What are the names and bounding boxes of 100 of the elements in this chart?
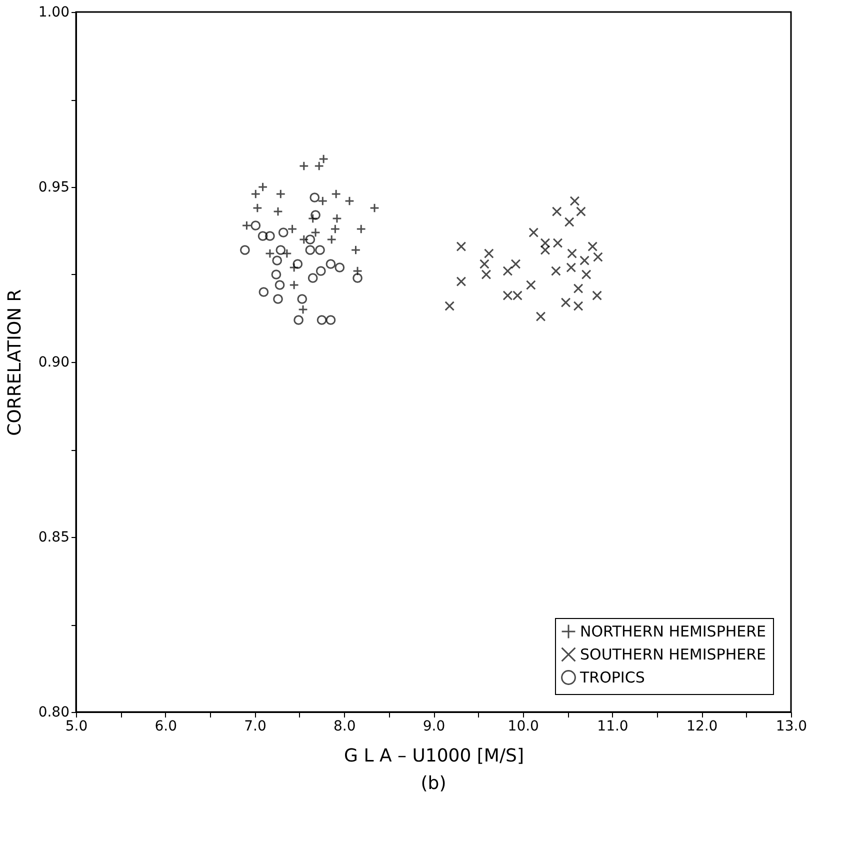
x-tick-label: 6.0 <box>154 718 178 734</box>
x-tick-label: 7.0 <box>244 718 266 734</box>
point <box>552 238 563 248</box>
point <box>326 315 336 325</box>
y-tick-label: 0.95 <box>38 180 70 196</box>
point <box>273 294 283 304</box>
point <box>289 280 300 290</box>
x-tick-label: 13.0 <box>776 718 808 734</box>
point <box>258 287 269 297</box>
point <box>310 210 320 220</box>
x-tick-label: 8.0 <box>333 718 356 734</box>
point <box>480 259 490 269</box>
point <box>564 217 574 227</box>
point <box>526 280 536 290</box>
point <box>567 248 577 258</box>
x-tick-label: 9.0 <box>422 718 446 734</box>
point <box>258 182 268 192</box>
point <box>274 280 285 290</box>
point <box>552 206 562 216</box>
y-axis-title: CORRELATION R <box>4 289 26 436</box>
point <box>332 214 342 224</box>
point <box>298 304 308 314</box>
point <box>314 161 324 171</box>
point <box>250 220 261 230</box>
point <box>316 315 327 325</box>
point <box>484 248 494 258</box>
point <box>308 214 318 224</box>
point <box>252 203 262 213</box>
point <box>551 266 561 276</box>
point <box>297 294 308 304</box>
point <box>292 259 303 269</box>
point <box>592 290 602 300</box>
point <box>456 242 466 252</box>
point <box>271 270 282 280</box>
point <box>573 301 584 311</box>
point <box>540 245 550 255</box>
point <box>444 301 455 311</box>
legend-label: NORTHERN HEMISPHERE <box>580 622 766 640</box>
x-tick-label: 5.0 <box>65 718 88 734</box>
legend-label: SOUTHERN HEMISPHERE <box>580 646 766 664</box>
point <box>356 224 366 234</box>
point <box>287 224 298 234</box>
x-tick-label: 12.0 <box>686 718 718 734</box>
y-tick-label: 0.85 <box>38 530 70 546</box>
point <box>318 196 328 206</box>
point <box>242 220 252 230</box>
point <box>334 262 345 272</box>
point <box>576 206 586 216</box>
point <box>536 312 546 322</box>
point <box>573 284 584 294</box>
point <box>305 245 316 255</box>
point <box>581 270 592 280</box>
point <box>352 273 362 283</box>
point <box>330 224 340 234</box>
x-tick-label: 11.0 <box>597 718 628 734</box>
point <box>580 256 590 266</box>
x-tick-label: 10.0 <box>508 718 539 734</box>
point <box>265 248 275 258</box>
point <box>370 203 380 213</box>
point <box>593 252 603 262</box>
point <box>326 259 336 269</box>
point <box>276 189 286 199</box>
point <box>502 266 513 276</box>
point <box>298 234 309 244</box>
y-tick-label: 0.90 <box>38 354 70 370</box>
point <box>588 242 598 252</box>
point <box>331 189 342 199</box>
y-tick-label: 1.00 <box>38 4 70 20</box>
point <box>570 196 580 206</box>
point <box>528 228 539 238</box>
point <box>265 231 275 241</box>
point <box>560 298 571 308</box>
point <box>456 276 466 286</box>
point <box>258 231 268 241</box>
point <box>481 270 492 280</box>
point <box>273 206 283 216</box>
point <box>352 266 362 276</box>
point <box>344 196 354 206</box>
point <box>240 245 250 255</box>
point <box>272 256 282 266</box>
point <box>540 238 550 248</box>
point <box>316 266 326 276</box>
point <box>276 245 286 255</box>
point <box>566 262 576 272</box>
point <box>294 315 304 325</box>
point <box>326 234 337 244</box>
text: (b) <box>420 773 446 794</box>
point <box>318 154 328 164</box>
point <box>278 228 288 238</box>
x-axis-title: G L A – U1000 [M/S] <box>344 746 524 766</box>
y-tick-label: 0.80 <box>38 704 70 720</box>
point <box>510 259 521 269</box>
legend-label: TROPICS <box>579 668 645 686</box>
point <box>298 161 309 171</box>
point <box>308 273 318 283</box>
point <box>282 248 292 258</box>
point <box>310 192 320 202</box>
point <box>289 262 300 272</box>
point <box>250 189 261 199</box>
point <box>315 245 325 255</box>
